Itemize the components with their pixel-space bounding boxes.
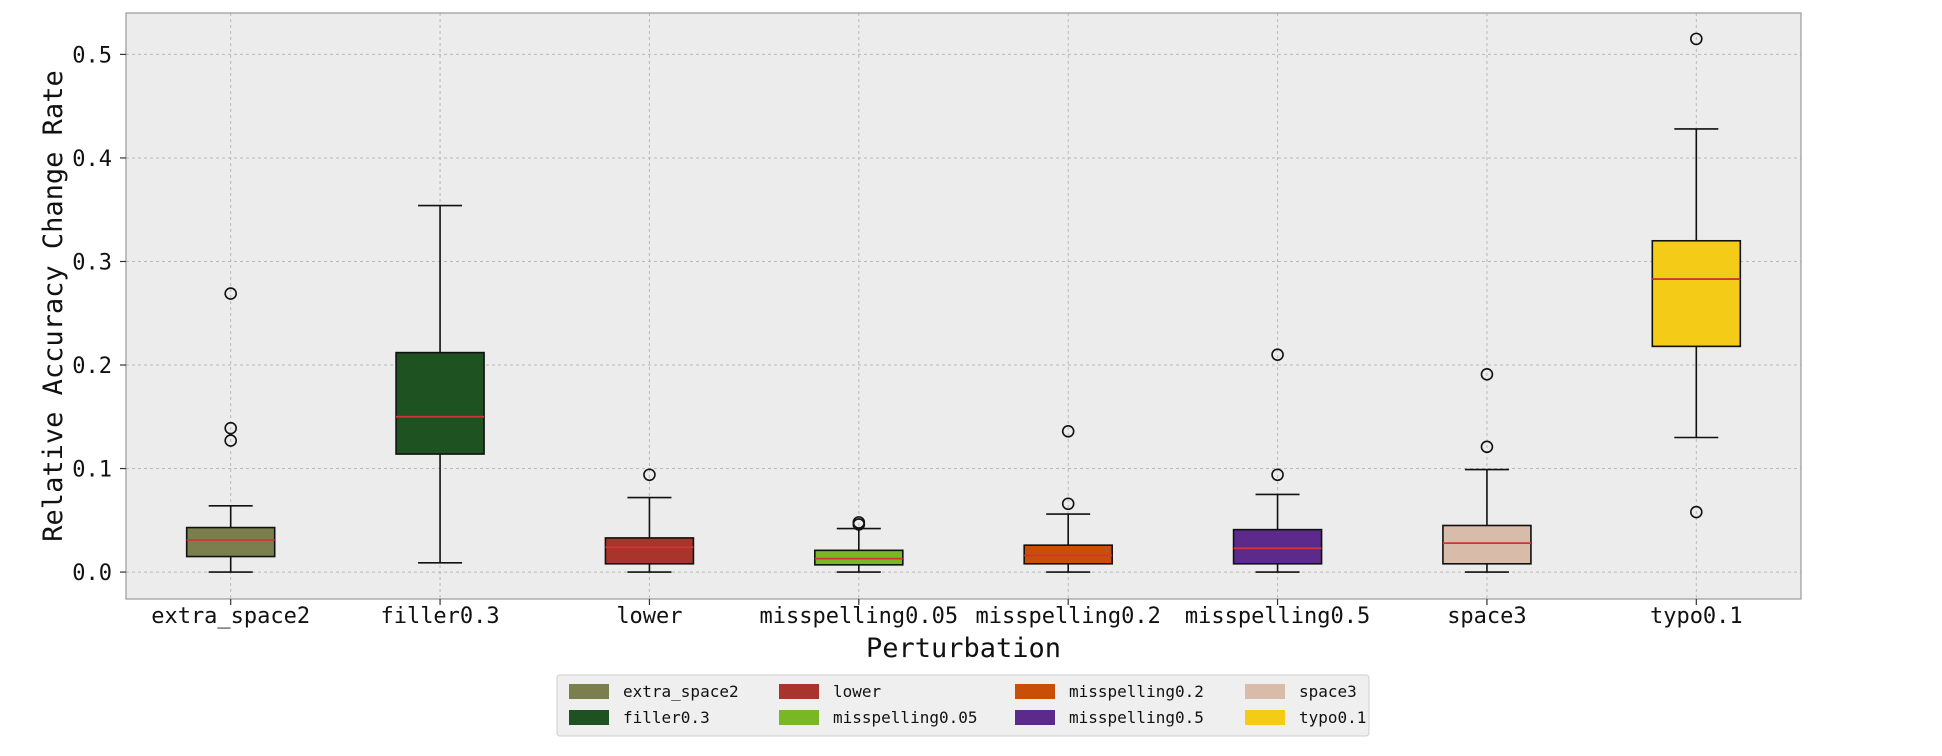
outlier-point [1690,32,1703,46]
axes: 0.0 0.1 0.2 0.3 0.4 0.5 extra_space2 filler0.3 l… [72,12,1802,629]
legend-label: typo0.1 [1299,708,1366,727]
x-tick-label: misspelling0.2 [975,604,1160,629]
x-tick-label: filler0.3 [380,604,499,629]
outlier-point [643,468,656,482]
legend-swatch [1245,710,1285,725]
box-marks [185,32,1742,573]
legend-item-lower: lower [779,682,882,701]
plot-area [126,13,1801,599]
legend-swatch [1015,684,1055,699]
y-tick-label: 0.3 [72,250,112,275]
legend-swatch [1015,710,1055,725]
box [1651,239,1742,348]
outlier-point [1480,440,1494,454]
x-tick-label: extra_space2 [151,604,310,629]
legend-item-misspelling0.05: misspelling0.05 [779,708,978,727]
box-group-lower [604,468,695,573]
outlier-point [1690,505,1703,519]
legend-label: misspelling0.5 [1069,708,1204,727]
box-group-extra_space2 [185,287,276,573]
legend-swatch [779,710,819,725]
y-tick-label: 0.0 [72,561,112,586]
box-group-space3 [1442,368,1532,573]
box [185,526,276,558]
legend-swatch [779,684,819,699]
legend-item-misspelling0.5: misspelling0.5 [1015,708,1204,727]
legend-label: misspelling0.2 [1069,682,1204,701]
box-group-misspelling0.2 [1023,424,1113,573]
y-tick-label: 0.4 [72,147,112,172]
legend-item-typo0.1: typo0.1 [1245,708,1366,727]
y-axis-title: Relative Accuracy Change Rate [38,70,69,541]
legend-label: extra_space2 [623,682,739,701]
box [604,537,695,565]
legend-label: lower [833,682,882,701]
y-tick-label: 0.1 [72,458,112,483]
legend-swatch [569,684,609,699]
legend-swatch [569,710,609,725]
y-tick-label: 0.5 [72,43,112,68]
outlier-point [224,421,237,435]
legend-label: filler0.3 [623,708,710,727]
box-group-typo0.1 [1651,32,1742,519]
outlier-point [852,516,866,529]
box-group-misspelling0.5 [1232,348,1323,573]
x-tick-label: lower [616,604,682,629]
legend-item-filler0.3: filler0.3 [569,708,710,727]
legend-box [556,674,1370,737]
box [395,351,485,455]
x-tick-label: space3 [1447,604,1526,629]
outlier-point [1271,468,1284,482]
y-tick-label: 0.2 [72,354,112,379]
plot-frame [125,12,1802,600]
legend-label: misspelling0.05 [833,708,978,727]
box [1023,544,1113,565]
outlier-point [1061,497,1075,511]
legend-label: space3 [1299,682,1357,701]
legend-item-extra_space2: extra_space2 [569,682,739,701]
legend: extra_space2 filler0.3 lower misspelling0.0… [556,674,1370,737]
x-tick-label: misspelling0.5 [1185,604,1370,629]
legend-item-misspelling0.2: misspelling0.2 [1015,682,1204,701]
box [1442,524,1532,565]
x-tick-label: misspelling0.05 [759,604,958,629]
outlier-point [1061,424,1075,438]
outlier-point [224,434,237,447]
box [814,549,904,566]
outlier-point [1480,368,1494,381]
box [1232,528,1323,565]
legend-item-space3: space3 [1245,682,1357,701]
outlier-point [224,287,237,300]
x-axis-title: Perturbation [866,633,1061,664]
box-group-misspelling0.05 [814,516,904,573]
legend-swatch [1245,684,1285,699]
x-tick-label: typo0.1 [1650,604,1743,629]
box-group-filler0.3 [395,204,485,564]
outlier-point [1271,348,1284,361]
